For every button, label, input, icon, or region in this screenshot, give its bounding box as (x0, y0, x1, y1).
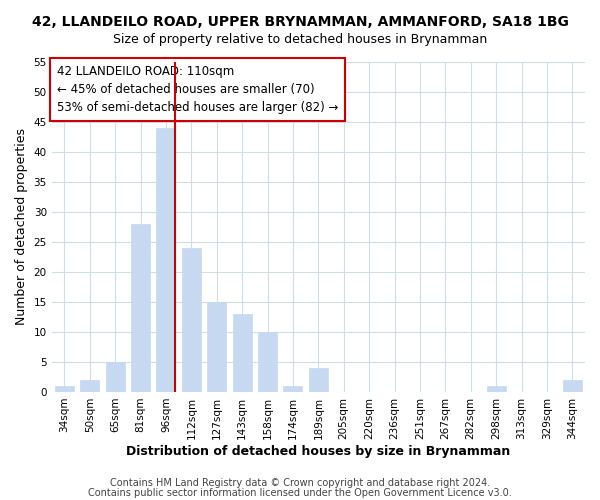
Bar (563, 380, 582, 392)
Bar (309, 368, 328, 392)
Text: 42, LLANDEILO ROAD, UPPER BRYNAMMAN, AMMANFORD, SA18 1BG: 42, LLANDEILO ROAD, UPPER BRYNAMMAN, AMM… (32, 15, 568, 29)
Bar (258, 332, 277, 392)
Bar (182, 248, 201, 392)
Bar (131, 224, 150, 392)
Bar (157, 128, 175, 392)
Text: Size of property relative to detached houses in Brynamman: Size of property relative to detached ho… (113, 32, 487, 46)
Bar (283, 386, 302, 392)
Bar (207, 302, 226, 392)
Y-axis label: Number of detached properties: Number of detached properties (15, 128, 28, 325)
Bar (55, 386, 74, 392)
Bar (106, 362, 125, 392)
X-axis label: Distribution of detached houses by size in Brynamman: Distribution of detached houses by size … (126, 444, 511, 458)
Text: 42 LLANDEILO ROAD: 110sqm
← 45% of detached houses are smaller (70)
53% of semi-: 42 LLANDEILO ROAD: 110sqm ← 45% of detac… (57, 65, 338, 114)
Bar (487, 386, 506, 392)
Bar (80, 380, 99, 392)
Bar (233, 314, 251, 392)
Text: Contains public sector information licensed under the Open Government Licence v3: Contains public sector information licen… (88, 488, 512, 498)
Text: Contains HM Land Registry data © Crown copyright and database right 2024.: Contains HM Land Registry data © Crown c… (110, 478, 490, 488)
